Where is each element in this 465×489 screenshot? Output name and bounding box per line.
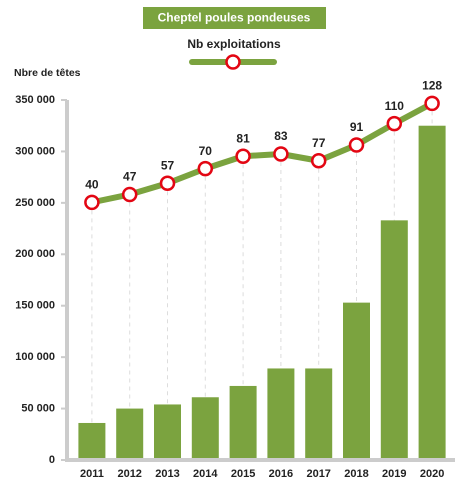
line-marker bbox=[84, 194, 100, 211]
bar bbox=[343, 302, 370, 460]
line-marker bbox=[273, 146, 289, 162]
bar bbox=[78, 422, 106, 460]
y-tick-label: 0 bbox=[49, 454, 55, 466]
bar bbox=[229, 385, 257, 460]
line-marker bbox=[121, 186, 138, 203]
y-tick-label: 350 000 bbox=[15, 94, 55, 106]
x-tick-label: 2015 bbox=[231, 468, 255, 480]
y-tick-label: 100 000 bbox=[15, 351, 55, 363]
legend-line-label: Nb exploitations bbox=[187, 37, 281, 51]
line-marker bbox=[159, 175, 176, 191]
data-label: 70 bbox=[199, 144, 213, 158]
bar bbox=[267, 368, 295, 460]
bar bbox=[191, 397, 219, 460]
bar bbox=[418, 125, 446, 460]
x-tick-label: 2013 bbox=[155, 468, 179, 480]
data-label: 81 bbox=[236, 131, 250, 145]
line bbox=[91, 100, 434, 206]
x-tick-label: 2018 bbox=[344, 468, 368, 480]
y-tick-label: 200 000 bbox=[15, 248, 55, 260]
x-tick-label: 2017 bbox=[306, 468, 330, 480]
data-label: 91 bbox=[350, 120, 364, 134]
x-tick-label: 2016 bbox=[269, 468, 293, 480]
line-marker bbox=[348, 137, 365, 153]
legend-line-marker bbox=[225, 54, 241, 70]
line-marker bbox=[197, 160, 214, 177]
data-label: 40 bbox=[85, 178, 99, 192]
bar bbox=[380, 220, 408, 460]
data-label: 47 bbox=[123, 170, 137, 184]
legend-bar-swatch bbox=[143, 7, 326, 29]
x-tick-label: 2014 bbox=[193, 468, 218, 480]
bar bbox=[154, 404, 181, 460]
line-marker bbox=[310, 153, 327, 169]
x-tick-label: 2019 bbox=[382, 468, 406, 480]
bar bbox=[305, 368, 333, 460]
data-label: 77 bbox=[312, 136, 326, 150]
data-label: 83 bbox=[274, 129, 288, 143]
y-tick-label: 300 000 bbox=[15, 145, 55, 157]
x-tick-label: 2012 bbox=[117, 468, 141, 480]
bar bbox=[116, 408, 144, 460]
legend-bar-label: Cheptel poules pondeuses bbox=[158, 11, 311, 25]
line-marker bbox=[386, 115, 403, 132]
y-tick-label: 150 000 bbox=[15, 300, 55, 312]
line-marker bbox=[424, 95, 440, 112]
y-axis-title: Nbre de têtes bbox=[14, 67, 81, 79]
data-label: 57 bbox=[161, 158, 175, 172]
x-tick-label: 2020 bbox=[420, 468, 444, 480]
data-label: 110 bbox=[385, 99, 405, 113]
line-marker bbox=[235, 148, 251, 164]
y-tick-label: 250 000 bbox=[15, 197, 55, 209]
y-tick-label: 50 000 bbox=[21, 402, 55, 414]
data-label: 128 bbox=[422, 79, 442, 93]
x-tick-label: 2011 bbox=[80, 468, 104, 480]
